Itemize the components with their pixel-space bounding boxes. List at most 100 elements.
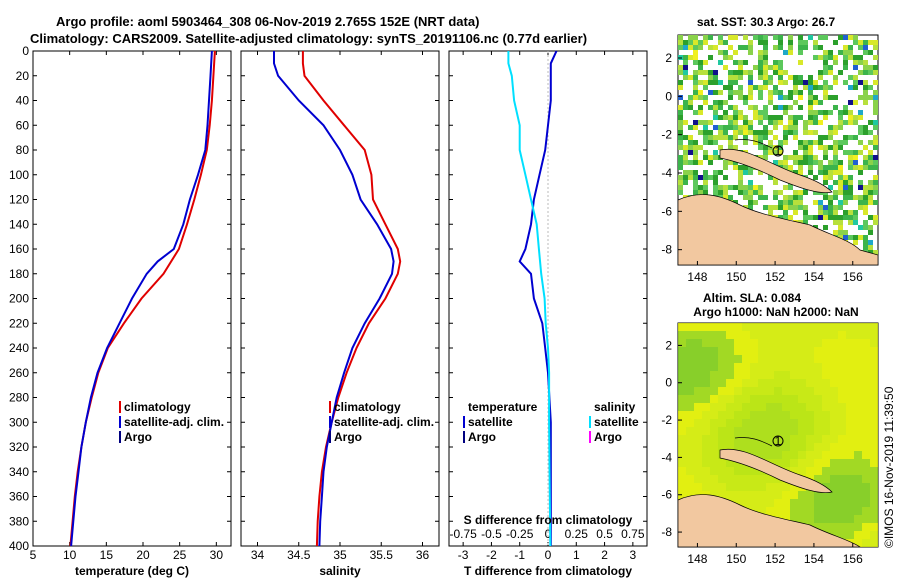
sla-cell	[710, 435, 718, 443]
sla-cell	[718, 355, 726, 363]
x-top-tick-label: 0	[545, 527, 552, 541]
sst-cell	[808, 90, 813, 95]
sst-cell	[793, 130, 798, 135]
sst-cell	[868, 130, 873, 135]
sst-cell	[708, 80, 713, 85]
sla-cell	[798, 467, 806, 475]
sla-cells	[678, 323, 878, 547]
sst-cell	[808, 120, 813, 125]
sst-cell	[843, 200, 848, 205]
series-line-satellite-adj-clim-	[70, 50, 213, 547]
sst-cell	[703, 85, 708, 90]
sst-cell	[858, 45, 863, 50]
sla-cell	[822, 395, 830, 403]
map-x-tick-label: 150	[726, 552, 746, 566]
map-y-tick-label: -4	[661, 450, 672, 464]
sla-cell	[862, 427, 870, 435]
sst-cell	[693, 75, 698, 80]
sla-cell	[766, 371, 774, 379]
sla-cell	[790, 451, 798, 459]
sst-cell	[728, 95, 733, 100]
sla-cell	[814, 339, 822, 347]
sla-cell	[806, 395, 814, 403]
sla-cell	[814, 499, 822, 507]
sst-cell	[823, 175, 828, 180]
sla-cell	[862, 411, 870, 419]
difference-top-xlabel: S difference from climatology	[464, 513, 633, 527]
sla-cell	[734, 435, 742, 443]
sla-cell	[822, 435, 830, 443]
sla-cell	[710, 411, 718, 419]
sst-cell	[833, 210, 838, 215]
sla-cell	[838, 491, 846, 499]
sst-cell	[738, 165, 743, 170]
sla-cell	[838, 459, 846, 467]
sst-map-title: sat. SST: 30.3 Argo: 26.7	[697, 15, 836, 29]
y-tick-label: 80	[16, 143, 30, 157]
sla-cell	[742, 355, 750, 363]
sst-cell	[768, 210, 773, 215]
sst-cell	[873, 175, 878, 180]
sla-cell	[766, 443, 774, 451]
sst-cell	[768, 95, 773, 100]
sst-cell	[733, 145, 738, 150]
sst-cell	[708, 160, 713, 165]
sla-cell	[686, 363, 694, 371]
sst-cell	[688, 100, 693, 105]
sst-cell	[733, 125, 738, 130]
sst-cell	[848, 150, 853, 155]
sla-cell	[758, 483, 766, 491]
sst-cell	[728, 185, 733, 190]
sst-cell	[813, 115, 818, 120]
sla-cell	[870, 467, 878, 475]
sla-cell	[830, 443, 838, 451]
sst-cell	[713, 125, 718, 130]
sst-cell	[803, 215, 808, 220]
sst-cell	[733, 75, 738, 80]
sst-cell	[808, 130, 813, 135]
sst-cell	[703, 95, 708, 100]
sst-cell	[753, 140, 758, 145]
sla-cell	[774, 323, 782, 331]
sla-cell	[726, 355, 734, 363]
sla-cell	[734, 411, 742, 419]
sla-cell	[822, 323, 830, 331]
sst-cell	[843, 45, 848, 50]
sla-cell	[742, 323, 750, 331]
sst-cell	[808, 95, 813, 100]
sst-cell	[818, 205, 823, 210]
sst-cell	[723, 40, 728, 45]
sst-cell	[708, 75, 713, 80]
sst-cell	[688, 175, 693, 180]
sla-cell	[718, 395, 726, 403]
sst-cell	[848, 35, 853, 40]
sla-cell	[734, 355, 742, 363]
sst-cell	[823, 80, 828, 85]
sst-cell	[693, 35, 698, 40]
sst-cell	[858, 40, 863, 45]
sst-cell	[728, 125, 733, 130]
sla-cell	[726, 419, 734, 427]
sla-cell	[814, 507, 822, 515]
map-y-tick-label: 0	[665, 89, 672, 103]
sla-cell	[718, 403, 726, 411]
sst-cell	[843, 110, 848, 115]
sst-cell	[748, 170, 753, 175]
sla-cell	[710, 475, 718, 483]
sla-cell	[806, 363, 814, 371]
sst-cell	[863, 125, 868, 130]
sla-cell	[758, 451, 766, 459]
sst-cell	[763, 110, 768, 115]
sst-cell	[703, 135, 708, 140]
sla-cell	[742, 483, 750, 491]
sst-cell	[753, 135, 758, 140]
sla-cell	[830, 467, 838, 475]
sla-cell	[854, 371, 862, 379]
sst-cell	[728, 35, 733, 40]
sst-cell	[818, 45, 823, 50]
sst-cell	[853, 60, 858, 65]
sst-cell	[723, 160, 728, 165]
sst-cell	[798, 145, 803, 150]
sla-cell	[718, 323, 726, 331]
sst-cell	[703, 80, 708, 85]
